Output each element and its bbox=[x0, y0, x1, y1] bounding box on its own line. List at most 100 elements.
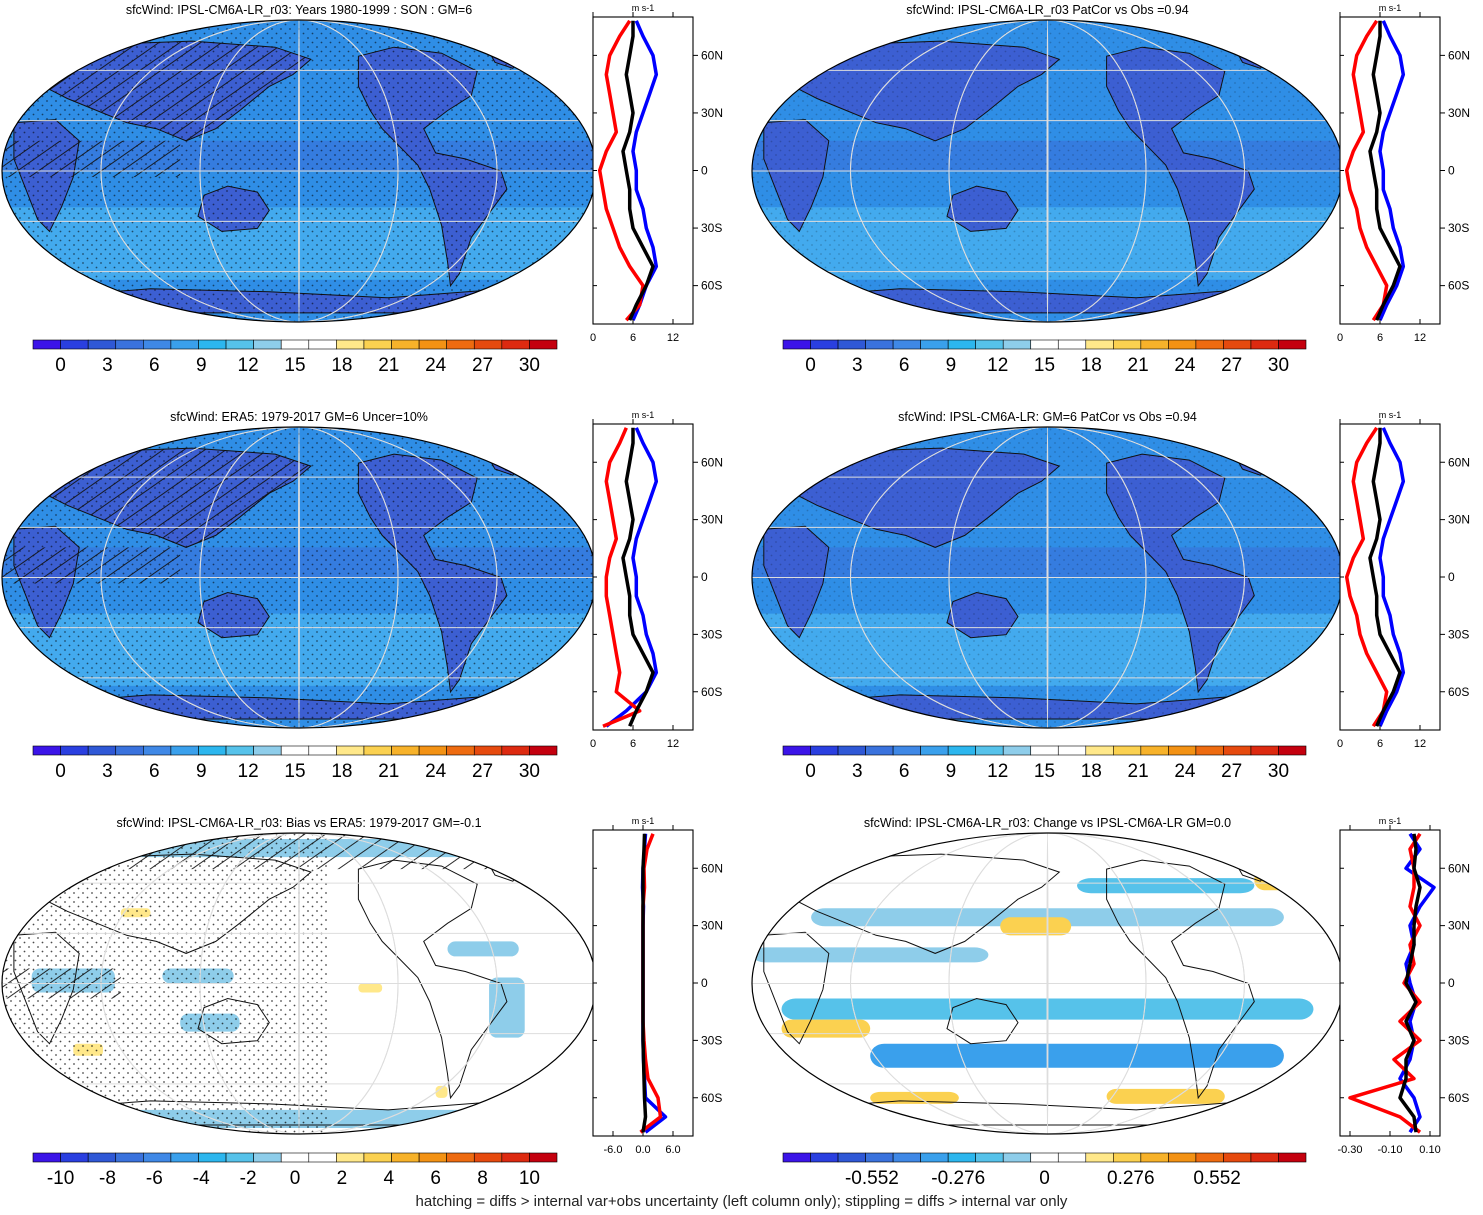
colorbar-swatch bbox=[363, 1152, 392, 1163]
colorbar-swatch bbox=[391, 339, 420, 350]
profile-line-1 bbox=[597, 19, 645, 322]
colorbar-label: 6 bbox=[899, 355, 910, 376]
colorbar-label: 18 bbox=[331, 355, 352, 376]
colorbar-swatch bbox=[87, 1152, 117, 1163]
latitude-label: 60N bbox=[701, 455, 723, 469]
colorbar-label: 15 bbox=[1034, 761, 1055, 782]
latitude-label: 30N bbox=[701, 919, 723, 933]
latitude-label: 0 bbox=[701, 976, 708, 990]
panel-title: sfcWind: IPSL-CM6A-LR_r03 PatCor vs Obs … bbox=[906, 3, 1188, 17]
colorbar-swatch bbox=[920, 1152, 949, 1163]
latitude-label: 60N bbox=[1448, 861, 1470, 875]
colorbar-swatch bbox=[810, 1152, 839, 1163]
zonal-profile-bias-vs-era5: 60N 30N 0 30S 60S -6.0 0.0 6.0 m s-1 bbox=[592, 816, 723, 1156]
colorbar-label: 2 bbox=[337, 1168, 348, 1189]
profile-line-1 bbox=[1348, 832, 1422, 1134]
colorbar-label: 0.552 bbox=[1193, 1168, 1241, 1189]
colorbar-swatch bbox=[143, 339, 172, 350]
profile-unit-label: m s-1 bbox=[1379, 3, 1402, 13]
colorbar-swatch bbox=[1195, 1152, 1224, 1163]
colorbar-swatch bbox=[920, 745, 949, 756]
colorbar-swatch bbox=[115, 339, 144, 350]
colorbar-swatch bbox=[865, 1152, 894, 1163]
colorbar-swatch bbox=[810, 745, 839, 756]
colorbar-swatch bbox=[947, 1152, 976, 1163]
colorbar-label: -2 bbox=[240, 1168, 257, 1189]
colorbar-swatch bbox=[170, 1152, 199, 1163]
colorbar-label: 30 bbox=[519, 355, 540, 376]
latitude-label: 30S bbox=[701, 1033, 722, 1047]
colorbar-label: 9 bbox=[196, 355, 207, 376]
colorbar-swatch bbox=[837, 1152, 866, 1163]
latitude-label: 30N bbox=[701, 513, 723, 527]
colorbar-label: 27 bbox=[472, 355, 493, 376]
latitude-label: 30S bbox=[1448, 627, 1469, 641]
colorbar-swatch bbox=[1085, 1152, 1114, 1163]
latitude-label: 60N bbox=[1448, 455, 1470, 469]
colorbar-change-vs-ensemble: -0.552 -0.276 0 0.276 0.552 bbox=[782, 1152, 1307, 1189]
profile-xtick-label: 12 bbox=[667, 332, 679, 344]
latitude-label: 60S bbox=[1448, 1091, 1469, 1105]
colorbar-swatch bbox=[1085, 745, 1114, 756]
colorbar-swatch bbox=[1278, 745, 1307, 756]
colorbar-swatch bbox=[32, 1152, 61, 1163]
colorbar-swatch bbox=[1140, 1152, 1169, 1163]
colorbar-swatch bbox=[363, 339, 392, 350]
latitude-label: 60S bbox=[1448, 279, 1469, 293]
colorbar-swatch bbox=[1113, 745, 1142, 756]
colorbar-label: 24 bbox=[1174, 355, 1196, 376]
colorbar-swatch bbox=[865, 339, 894, 350]
colorbar-label: -4 bbox=[193, 1168, 210, 1189]
colorbar-swatch bbox=[391, 745, 420, 756]
latitude-label: 0 bbox=[701, 164, 708, 178]
colorbar-swatch bbox=[1002, 1152, 1032, 1163]
colorbar-swatch bbox=[975, 745, 1004, 756]
colorbar-swatch bbox=[501, 745, 530, 756]
profile-xtick-label: 6 bbox=[630, 332, 636, 344]
colorbar-label: 6 bbox=[899, 761, 910, 782]
colorbar-swatch bbox=[115, 745, 144, 756]
colorbar-swatch bbox=[1278, 1152, 1307, 1163]
colorbar-swatch bbox=[32, 745, 61, 756]
profile-xtick-label: 0 bbox=[1337, 738, 1343, 750]
colorbar-swatch bbox=[865, 745, 894, 756]
profile-unit-label: m s-1 bbox=[1379, 410, 1402, 420]
profile-line-2 bbox=[1398, 833, 1422, 1133]
figure-footnote: hatching = diffs > internal var+obs unce… bbox=[415, 1193, 1068, 1210]
colorbar-swatch bbox=[1057, 339, 1087, 350]
latitude-label: 0 bbox=[1448, 164, 1455, 178]
colorbar-label: -0.552 bbox=[845, 1168, 899, 1189]
colorbar-label: 6 bbox=[149, 761, 160, 782]
colorbar-swatch bbox=[810, 339, 839, 350]
colorbar-swatch bbox=[32, 339, 61, 350]
colorbar-swatch bbox=[529, 745, 558, 756]
colorbar-label: 24 bbox=[1174, 761, 1196, 782]
panel-title: sfcWind: IPSL-CM6A-LR_r03: Years 1980-19… bbox=[126, 3, 472, 17]
colorbar-swatch bbox=[782, 339, 811, 350]
colorbar-swatch bbox=[336, 339, 365, 350]
profile-unit-label: m s-1 bbox=[632, 816, 655, 826]
colorbar-swatch bbox=[418, 339, 447, 350]
colorbar-label: 3 bbox=[852, 761, 863, 782]
profile-line-2 bbox=[1368, 427, 1402, 727]
latitude-label: 60N bbox=[701, 48, 723, 62]
profile-line-0 bbox=[1378, 427, 1406, 727]
colorbar-label: 18 bbox=[331, 761, 352, 782]
colorbar-label: 6 bbox=[430, 1168, 441, 1189]
colorbar-swatch bbox=[308, 745, 337, 756]
colorbar-swatch bbox=[501, 1152, 530, 1163]
colorbar-swatch bbox=[363, 745, 392, 756]
colorbar-swatch bbox=[920, 339, 949, 350]
colorbar-label: 30 bbox=[519, 761, 540, 782]
colorbar-swatch bbox=[170, 339, 199, 350]
colorbar-label: 9 bbox=[946, 761, 957, 782]
colorbar-swatch bbox=[892, 1152, 921, 1163]
colorbar-swatch bbox=[225, 745, 254, 756]
latitude-label: 60S bbox=[701, 279, 722, 293]
profile-xtick-label: 6 bbox=[1377, 332, 1383, 344]
colorbar-swatch bbox=[60, 745, 89, 756]
colorbar-label: 30 bbox=[1268, 355, 1289, 376]
colorbar-swatch bbox=[1250, 1152, 1279, 1163]
colorbar-ensemble-patcor: 0 3 6 9 12 15 18 21 24 27 30 bbox=[782, 745, 1307, 782]
zonal-profile-model-climatology: 60N 30N 0 30S 60S 0 6 12 m s-1 bbox=[590, 3, 723, 344]
